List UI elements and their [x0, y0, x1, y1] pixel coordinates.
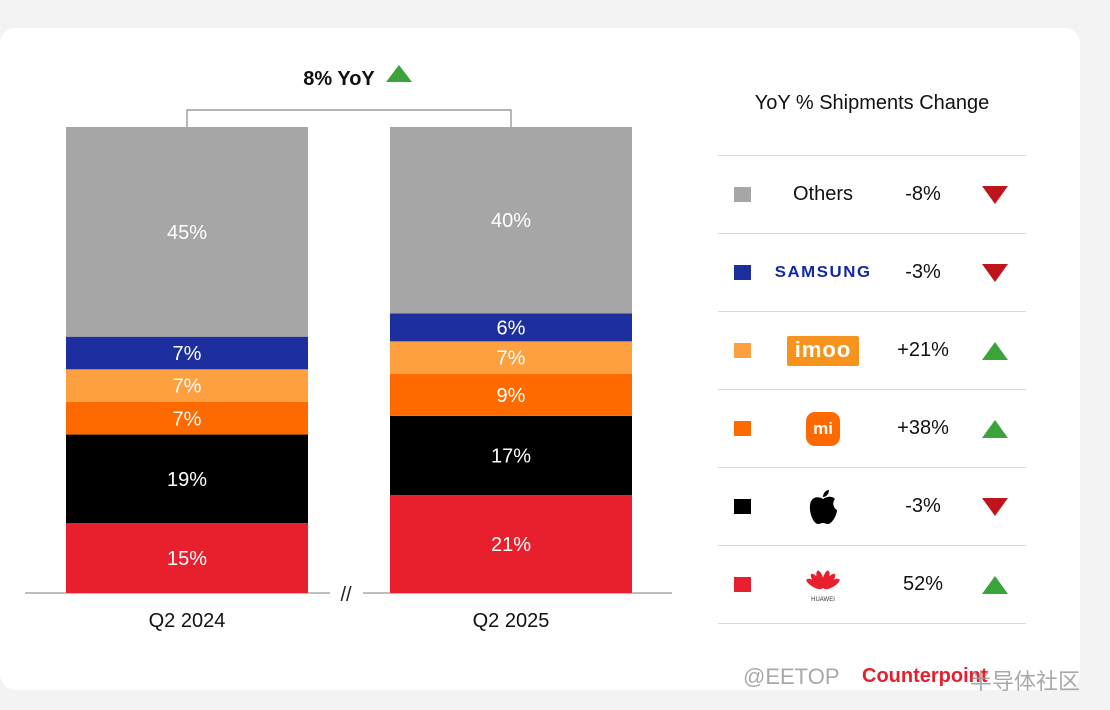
total-yoy-label: 8% YoY [303, 68, 375, 90]
data-label: 7% [173, 408, 202, 430]
yoy-change-value: +38% [897, 417, 949, 439]
up-arrow-icon [386, 65, 412, 82]
category-label: Q2 2024 [149, 610, 226, 632]
legend-row: SAMSUNG -3% [718, 234, 1026, 312]
yoy-change-value: +21% [897, 339, 949, 361]
yoy-change-legend: Others -8% SAMSUNG -3% imoo +21% mi +38% -3% HUAW… [718, 155, 1026, 624]
apple-icon [778, 468, 868, 545]
bar-segment-imoo [390, 341, 632, 374]
down-arrow-icon [982, 498, 1008, 516]
data-label: 21% [491, 534, 531, 556]
up-arrow-icon [982, 342, 1008, 360]
up-arrow-icon [982, 420, 1008, 438]
legend-swatch [734, 421, 751, 436]
stacked-bar-chart: // 15% 19% 7% 7% 7% 45% Q2 2024 21% 17% 9% 7% 6% 40% Q… [25, 65, 672, 632]
bar-segment-apple [390, 415, 632, 496]
watermark-text: @EETOP [743, 664, 840, 689]
yoy-bracket [186, 109, 512, 127]
svg-text:HUAWEI: HUAWEI [811, 597, 835, 603]
bar-segment-samsung [66, 336, 308, 370]
legend-row: Others -8% [718, 155, 1026, 234]
yoy-change-value: -8% [905, 183, 941, 205]
data-label: 40% [491, 210, 531, 232]
data-label: 15% [167, 548, 207, 570]
xiaomi-logo: mi [778, 390, 868, 467]
data-label: 7% [173, 343, 202, 365]
legend-swatch [734, 187, 751, 202]
legend-swatch [734, 499, 751, 514]
yoy-change-value: -3% [905, 495, 941, 517]
huawei-logo: HUAWEI [778, 546, 868, 623]
imoo-logo: imoo [778, 312, 868, 389]
category-label: Q2 2025 [473, 610, 550, 632]
brand-label: Others [792, 183, 854, 205]
data-label: 45% [167, 222, 207, 244]
legend-row: HUAWEI 52% [718, 546, 1026, 624]
axis-break-label: // [340, 584, 352, 606]
legend-row: imoo +21% [718, 312, 1026, 390]
down-arrow-icon [982, 186, 1008, 204]
up-arrow-icon [982, 576, 1008, 594]
legend-row: mi +38% [718, 390, 1026, 468]
data-label: 9% [497, 385, 526, 407]
bar-segment-huawei [66, 523, 308, 593]
bar-segment-others [390, 127, 632, 314]
data-label: 7% [173, 376, 202, 398]
counterpoint-logo: Counterpoint [862, 665, 988, 687]
bar-segment-xiaomi [66, 401, 308, 435]
bar-segment-samsung [390, 313, 632, 342]
legend-swatch [734, 577, 751, 592]
data-label: 6% [497, 317, 526, 339]
yoy-change-value: -3% [905, 261, 941, 283]
samsung-logo: SAMSUNG [774, 263, 872, 281]
legend-swatch [734, 343, 751, 358]
bar-segment-huawei [390, 495, 632, 593]
legend-swatch [734, 265, 751, 280]
bar-segment-imoo [66, 369, 308, 402]
data-label: 17% [491, 446, 531, 468]
watermark-text-cn: 半导体社区 [970, 669, 1081, 694]
data-label: 19% [167, 469, 207, 491]
chart-card: // 15% 19% 7% 7% 7% 45% Q2 2024 21% 17% 9% 7% 6% 40% Q… [0, 28, 1080, 694]
bar-segment-xiaomi [390, 373, 632, 416]
down-arrow-icon [982, 264, 1008, 282]
bar-segment-others [66, 127, 308, 337]
yoy-change-value: 52% [902, 573, 944, 595]
legend-title: YoY % Shipments Change [754, 92, 990, 114]
legend-row: -3% [718, 468, 1026, 546]
data-label: 7% [497, 348, 526, 370]
bar-segment-apple [66, 434, 308, 524]
